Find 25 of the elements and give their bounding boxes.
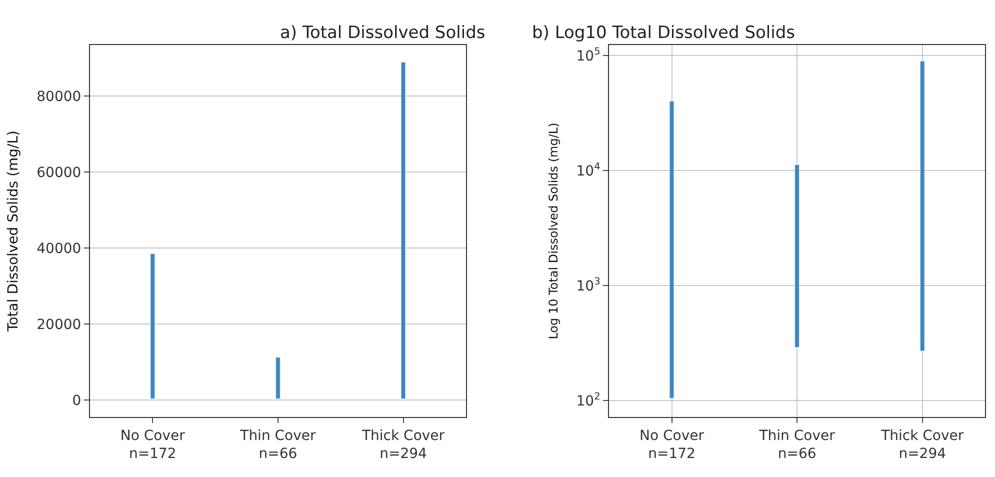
bar: [920, 60, 925, 352]
bar: [150, 254, 156, 400]
x-tick-label: No Cover n=172: [120, 428, 186, 462]
x-tick-label: Thin Cover n=66: [239, 428, 316, 462]
y-tick-label: 10$^{5}$: [576, 46, 600, 64]
y-tick-label: 10$^{3}$: [576, 276, 600, 294]
y-tick-label: 40000: [36, 240, 82, 257]
y-tick-label: 10$^{4}$: [576, 161, 600, 180]
x-tick-label: Thick Cover n=294: [880, 428, 964, 462]
y-tick-label: 60000: [36, 165, 82, 182]
bar: [669, 100, 674, 398]
y-tick-label: 20000: [36, 316, 82, 333]
x-tick-label: Thin Cover n=66: [758, 428, 836, 462]
x-tick-label: Thick Cover n=294: [360, 428, 445, 462]
x-tick-label: No Cover n=172: [640, 428, 704, 462]
y-tick-label: 80000: [36, 89, 82, 106]
y-tick-label: 10$^{2}$: [576, 392, 600, 410]
bar: [400, 62, 406, 400]
y-axis-title: Log 10 Total Dissolved Solids (mg/L): [546, 122, 561, 340]
chart-title: a) Total Dissolved Solids: [280, 23, 486, 43]
chart-title: b) Log10 Total Dissolved Solids: [532, 23, 796, 43]
bar: [794, 164, 800, 348]
y-axis-title: Total Dissolved Solids (mg/L): [5, 130, 22, 332]
bar: [276, 357, 280, 400]
y-tick-label: 0: [72, 392, 82, 409]
